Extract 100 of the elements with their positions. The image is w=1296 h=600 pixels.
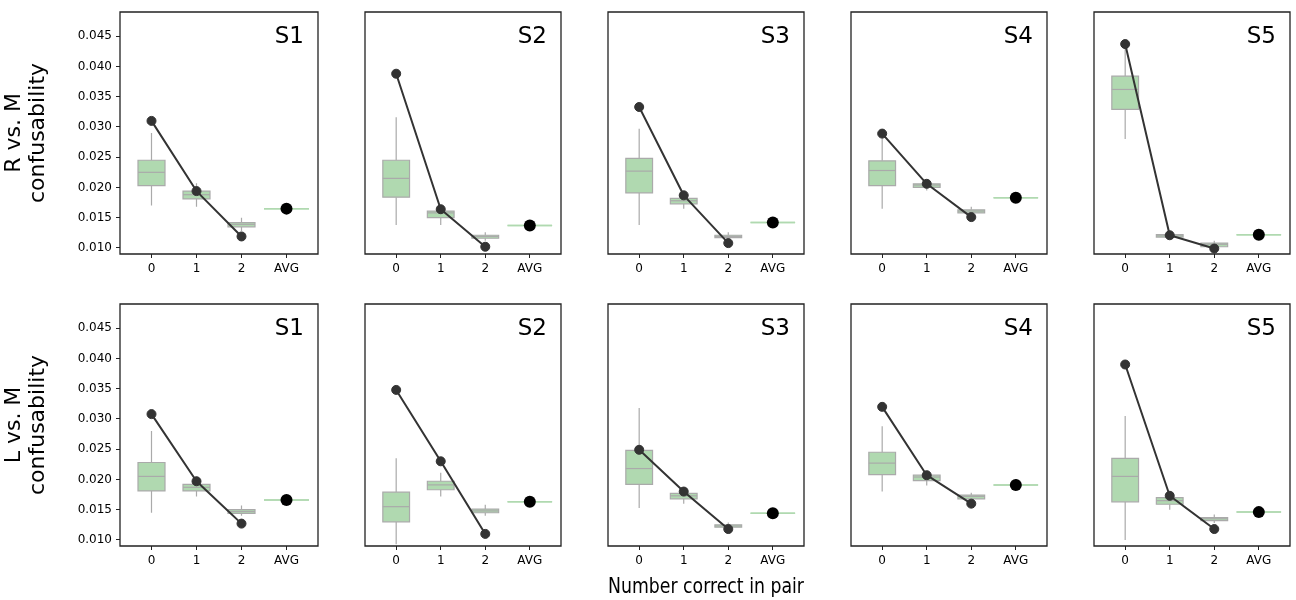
point	[1209, 524, 1220, 535]
x-axis-title: Number correct in pair	[608, 572, 805, 599]
x-tick-label: AVG	[517, 261, 543, 276]
y-tick-label: 0.015	[77, 209, 112, 224]
text: S4	[1003, 314, 1033, 341]
x-tick-label: AVG	[274, 261, 299, 276]
point	[1252, 506, 1265, 519]
y-tick-label: 0.020	[77, 179, 112, 194]
x-tick-label: 0	[147, 261, 156, 276]
y-axis-title: R vs. M confusability	[0, 62, 50, 204]
point	[391, 384, 402, 395]
y-tick-label: 0.040	[77, 58, 112, 73]
point	[1120, 359, 1131, 370]
point	[1009, 478, 1022, 491]
x-tick-label: 0	[392, 261, 400, 276]
point	[766, 507, 779, 520]
x-tick-label: 2	[481, 261, 490, 276]
point	[280, 494, 293, 507]
y-axis-title: L vs. M confusability	[0, 354, 50, 496]
y-tick-label: 0.025	[77, 441, 112, 456]
y-tick-label: 0.035	[77, 88, 112, 103]
point	[1164, 490, 1175, 501]
point	[1252, 228, 1265, 241]
point	[1164, 230, 1175, 241]
x-tick-label: 1	[679, 261, 688, 276]
x-tick-label: 0	[1121, 553, 1129, 568]
x-tick-label: 2	[967, 553, 976, 568]
point	[435, 204, 446, 215]
x-tick-label: AVG	[760, 553, 786, 568]
point	[921, 178, 932, 189]
point	[191, 186, 202, 197]
y-tick-label: 0.035	[77, 380, 112, 395]
point	[678, 486, 689, 497]
x-tick-label: 2	[724, 553, 733, 568]
point	[723, 524, 734, 535]
x-tick-label: 1	[922, 553, 931, 568]
x-tick-label: 1	[192, 553, 201, 568]
x-tick-label: AVG	[1003, 261, 1029, 276]
y-tick-label: 0.030	[77, 119, 112, 134]
point	[146, 409, 157, 420]
x-tick-label: 0	[878, 553, 886, 568]
point	[634, 444, 645, 455]
x-tick-label: 0	[878, 261, 886, 276]
x-tick-label: 2	[967, 261, 976, 276]
x-tick-label: 0	[1121, 261, 1129, 276]
text: S3	[760, 22, 790, 49]
x-tick-label: 0	[635, 261, 643, 276]
point	[523, 495, 536, 508]
point	[877, 128, 888, 139]
point	[723, 238, 734, 249]
point	[391, 68, 402, 79]
x-tick-label: AVG	[517, 553, 543, 568]
point	[966, 498, 977, 509]
point	[921, 470, 932, 481]
text: S3	[760, 314, 790, 341]
point	[146, 115, 157, 126]
point	[480, 528, 491, 539]
x-tick-label: 0	[635, 553, 643, 568]
x-tick-label: AVG	[1246, 261, 1272, 276]
point	[678, 190, 689, 201]
point	[1120, 39, 1131, 50]
y-tick-label: 0.010	[77, 532, 112, 547]
x-tick-label: AVG	[274, 553, 299, 568]
point	[435, 456, 446, 467]
point	[766, 216, 779, 229]
x-tick-label: 0	[392, 553, 400, 568]
point	[280, 202, 293, 215]
x-tick-label: AVG	[1246, 553, 1272, 568]
y-tick-label: 0.015	[77, 501, 112, 516]
x-tick-label: 1	[922, 261, 931, 276]
x-tick-label: 2	[481, 553, 490, 568]
y-tick-label: 0.010	[77, 240, 112, 255]
x-tick-label: 2	[1210, 553, 1219, 568]
point	[1009, 191, 1022, 204]
text: S4	[1003, 22, 1033, 49]
text: S5	[1246, 314, 1276, 341]
x-tick-label: 0	[147, 553, 156, 568]
text: S1	[274, 22, 304, 49]
point	[877, 401, 888, 412]
x-tick-label: 1	[192, 261, 201, 276]
point	[236, 518, 247, 529]
point	[1209, 243, 1220, 254]
point	[966, 212, 977, 223]
point	[191, 476, 202, 487]
x-tick-label: 1	[679, 553, 688, 568]
text: S2	[517, 314, 547, 341]
x-tick-label: 1	[1165, 553, 1174, 568]
x-tick-label: AVG	[760, 261, 786, 276]
y-tick-label: 0.045	[77, 28, 112, 43]
y-tick-label: 0.020	[77, 471, 112, 486]
x-tick-label: 2	[237, 261, 246, 276]
point	[480, 241, 491, 252]
x-tick-label: 1	[1165, 261, 1174, 276]
x-tick-label: 2	[724, 261, 733, 276]
text: S2	[517, 22, 547, 49]
point	[634, 101, 645, 112]
point	[523, 219, 536, 232]
x-tick-label: AVG	[1003, 553, 1029, 568]
text: S1	[274, 314, 304, 341]
point	[236, 231, 247, 242]
